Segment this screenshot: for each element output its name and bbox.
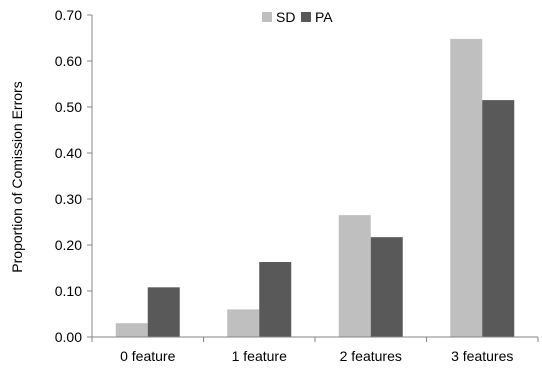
legend-swatch-sd <box>262 12 272 22</box>
bar-sd-3 <box>338 215 371 337</box>
bar-pa-4 <box>482 100 515 337</box>
bar-pa-1 <box>147 287 180 337</box>
y-axis-title-group: Proportion of Comission Errors <box>9 81 25 272</box>
legend: SD PA <box>262 9 333 25</box>
x-category-label: 3 features <box>451 348 513 364</box>
bar-pa-3 <box>370 237 403 337</box>
legend-swatch-pa <box>301 12 311 22</box>
bar-sd-4 <box>450 38 483 338</box>
y-axis: 0.00 0.10 0.20 0.30 0.40 0.50 0.60 0.70 <box>55 7 93 345</box>
x-category-label: 0 feature <box>120 348 175 364</box>
y-tick-label: 0.20 <box>55 237 82 253</box>
y-tick-label: 0.40 <box>55 145 82 161</box>
y-tick-label: 0.60 <box>55 53 82 69</box>
legend-label-sd: SD <box>276 9 295 25</box>
bar-sd-2 <box>227 309 260 337</box>
y-tick-label: 0.70 <box>55 7 82 23</box>
bar-pa-2 <box>259 262 292 337</box>
y-tick-label: 0.00 <box>55 329 82 345</box>
bars <box>115 38 515 338</box>
x-axis: 0 feature 1 feature 2 features 3 features <box>91 336 539 364</box>
x-category-label: 1 feature <box>232 348 287 364</box>
y-tick-label: 0.30 <box>55 191 82 207</box>
y-axis-title: Proportion of Comission Errors <box>9 81 25 272</box>
y-tick-label: 0.50 <box>55 99 82 115</box>
y-tick-label: 0.10 <box>55 283 82 299</box>
x-category-label: 2 features <box>340 348 402 364</box>
legend-label-pa: PA <box>315 9 333 25</box>
bar-sd-1 <box>115 323 148 337</box>
